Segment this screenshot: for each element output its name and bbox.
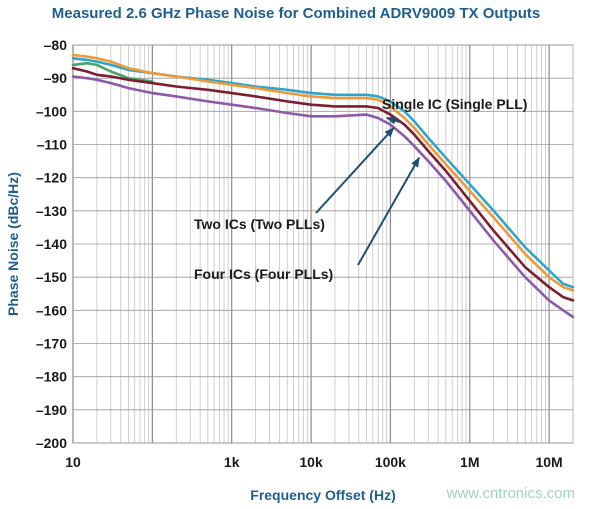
annotation-arrow [315,127,395,214]
y-tick-label: –190 [36,402,67,418]
y-tick-label: –90 [44,70,68,86]
series-line-2 [71,61,154,83]
y-tick-label: –170 [36,336,67,352]
annotation-label: Four ICs (Four PLLs) [194,266,333,282]
series-line-0 [71,57,575,289]
chart-title: Measured 2.6 GHz Phase Noise for Combine… [52,5,540,22]
y-tick-label: –110 [37,137,68,153]
annotation-arrow [357,156,420,266]
y-tick-label: –120 [36,170,67,186]
x-tick-label: 10 [65,454,81,470]
grid [72,44,574,444]
x-tick-label: 1M [460,454,479,470]
x-tick-label: 1k [224,454,240,470]
y-tick-label: –200 [36,435,67,451]
y-axis-label: Phase Noise (dBc/Hz) [5,172,21,316]
y-tick-label: –80 [44,37,68,53]
annotation-arrow [385,116,401,125]
y-tick-label: –100 [36,103,67,119]
y-tick-label: –180 [36,369,67,385]
series-line-1 [71,53,575,292]
y-tick-label: –160 [36,302,67,318]
y-tick-labels: –80 –90 –100 –110 –120 –130 –140 –150 –160 –170 –1… [36,37,67,451]
annotation-label: Two ICs (Two PLLs) [194,216,325,232]
x-tick-label: 100k [375,454,406,470]
series-line-3 [71,66,575,302]
x-axis-label: Frequency Offset (Hz) [250,487,395,503]
y-tick-label: –150 [36,269,67,285]
annotations: Single IC (Single PLL) Two ICs (Two PLLs)… [194,96,527,282]
y-tick-label: –130 [36,203,67,219]
x-tick-label: 10M [535,454,562,470]
x-tick-labels: 10 1k 10k 100k 1M 10M [65,454,563,470]
annotation-label: Single IC (Single PLL) [382,96,527,112]
series-line-4 [71,75,575,319]
watermark: www.cntronics.com [446,485,575,502]
series-lines [71,53,575,319]
x-tick-label: 10k [299,454,323,470]
y-tick-label: –140 [36,236,67,252]
